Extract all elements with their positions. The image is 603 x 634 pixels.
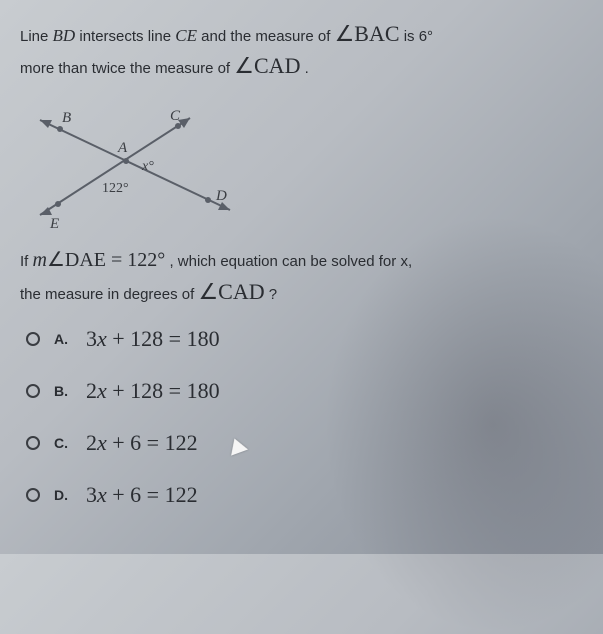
- label-122: 122°: [102, 181, 129, 196]
- option-letter: B.: [54, 383, 72, 399]
- radio-b[interactable]: [26, 384, 40, 398]
- option-math: 3x + 128 = 180: [86, 326, 220, 352]
- radio-a[interactable]: [26, 332, 40, 346]
- angle-dae: ∠DAE: [47, 249, 106, 271]
- option-c[interactable]: C. 2x + 6 = 122: [26, 430, 583, 456]
- segment-bd: BD: [53, 26, 76, 45]
- angle-bac: ∠BAC: [335, 21, 400, 46]
- text: is 6°: [400, 28, 434, 45]
- label-x: x°: [141, 159, 154, 174]
- label-c: C: [170, 108, 181, 124]
- problem-statement: Line BD intersects line CE and the measu…: [20, 18, 583, 82]
- option-math: 2x + 6 = 122: [86, 430, 198, 456]
- text: the measure in degrees of: [20, 286, 198, 303]
- text: If: [20, 253, 33, 270]
- radio-c[interactable]: [26, 436, 40, 450]
- m: m: [33, 249, 47, 271]
- angle-cad: ∠CAD: [234, 53, 300, 78]
- text: , which equation can be solved for x,: [165, 253, 412, 270]
- option-d[interactable]: D. 3x + 6 = 122: [26, 482, 583, 508]
- option-letter: D.: [54, 487, 72, 503]
- text: more than twice the measure of: [20, 60, 234, 77]
- text: and the measure of: [197, 28, 335, 45]
- option-math: 3x + 6 = 122: [86, 482, 198, 508]
- geometry-diagram: B C A x° 122° D E: [20, 100, 260, 230]
- text: ?: [265, 286, 278, 303]
- text: Line: [20, 28, 53, 45]
- answer-options: A. 3x + 128 = 180 B. 2x + 128 = 180 C. 2…: [26, 326, 583, 508]
- angle-cad-q: ∠CAD: [198, 279, 264, 304]
- question: If m∠DAE = 122° , which equation can be …: [20, 245, 583, 308]
- option-letter: C.: [54, 435, 72, 451]
- segment-ce: CE: [175, 26, 197, 45]
- label-b: B: [62, 110, 71, 126]
- radio-d[interactable]: [26, 488, 40, 502]
- option-letter: A.: [54, 331, 72, 347]
- label-e: E: [49, 216, 59, 230]
- text: intersects line: [75, 28, 175, 45]
- option-math: 2x + 128 = 180: [86, 378, 220, 404]
- eq: = 122°: [106, 249, 165, 271]
- label-a: A: [117, 140, 128, 156]
- text: .: [300, 60, 308, 77]
- option-a[interactable]: A. 3x + 128 = 180: [26, 326, 583, 352]
- label-d: D: [215, 188, 227, 204]
- option-b[interactable]: B. 2x + 128 = 180: [26, 378, 583, 404]
